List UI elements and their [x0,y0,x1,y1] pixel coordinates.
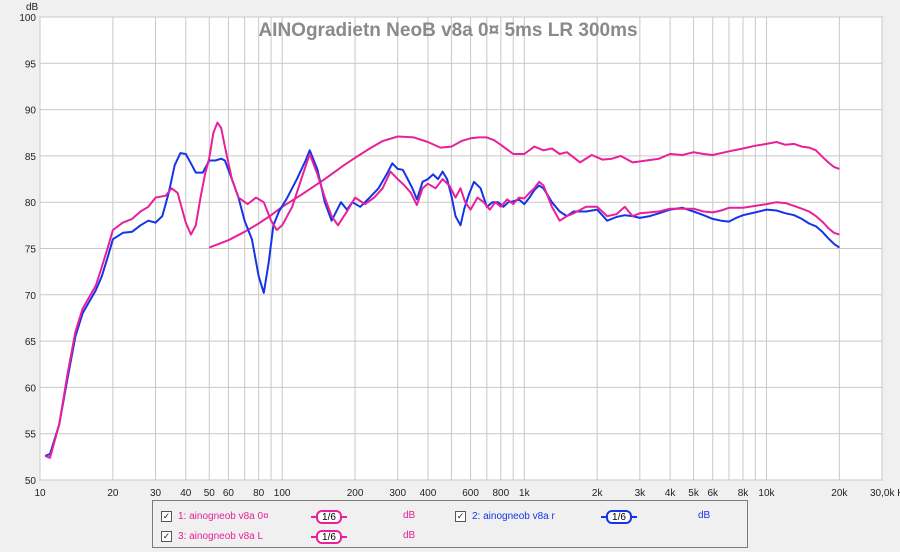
grid-lines [39,16,883,481]
x-tick-label: 5k [688,488,700,499]
x-tick-label: 10k [758,488,775,499]
legend-unit-2: dB [698,510,711,521]
x-tick-label: 20k [831,488,848,499]
y-tick-label: 80 [25,198,37,209]
legend-item-3[interactable]: ✓ 3: ainogneob v8a L [161,527,263,545]
legend-item-2[interactable]: ✓ 2: ainogneob v8a r [455,507,555,525]
series-lines [44,121,840,459]
legend-label-2: 2: ainogneob v8a r [472,510,555,522]
x-tick-label: 600 [462,488,479,499]
series-line-1 [208,135,840,249]
x-tick-label: 40 [180,488,192,499]
x-tick-label: 6k [707,488,719,499]
x-tick-label: 10 [34,488,46,499]
x-tick-label: 20 [107,488,119,499]
x-tick-label: 400 [420,488,437,499]
x-tick-label: 4k [665,488,677,499]
y-tick-label: 50 [25,476,37,487]
legend: ✓ 1: ainogneob v8a 0¤ 1/6 dB ✓ 2: ainogn… [152,500,748,548]
smoothing-button-3[interactable]: 1/6 [316,530,342,544]
legend-unit-3: dB [403,530,416,541]
y-tick-label: 65 [25,337,37,348]
y-axis-label: dB [26,2,39,13]
x-tick-label: 2k [592,488,604,499]
series-line-3 [44,121,840,459]
x-tick-label: 800 [492,488,509,499]
smoothing-button-1[interactable]: 1/6 [316,510,342,524]
frequency-response-chart: 50 55 60 65 70 75 80 85 90 95 100 10 20 30 40 50 60 80 100… [19,2,900,499]
x-tick-label: 30,0k Hz [870,488,900,499]
legend-label-3: 3: ainogneob v8a L [178,530,264,542]
y-tick-label: 85 [25,152,37,163]
y-tick-label: 100 [19,13,36,24]
x-tick-label: 100 [274,488,291,499]
y-tick-label: 70 [25,291,37,302]
x-tick-label: 60 [223,488,235,499]
tick-labels: 50 55 60 65 70 75 80 85 90 95 100 10 20 30 40 50 60 80 100… [19,13,900,499]
y-tick-label: 95 [25,59,37,70]
y-tick-label: 75 [25,245,37,256]
legend-checkbox-3[interactable]: ✓ [161,530,172,542]
y-tick-label: 60 [25,383,37,394]
x-tick-label: 300 [389,488,406,499]
legend-label-1: 1: ainogneob v8a 0¤ [178,510,269,522]
y-tick-label: 90 [25,106,37,117]
x-tick-label: 200 [347,488,364,499]
legend-checkbox-1[interactable]: ✓ [161,510,172,522]
x-tick-label: 30 [150,488,162,499]
chart-title: AINOgradietn NeoB v8a 0¤ 5ms LR 300ms [258,20,637,41]
x-tick-label: 1k [519,488,531,499]
x-tick-label: 80 [253,488,265,499]
legend-unit-1: dB [403,510,416,521]
legend-checkbox-2[interactable]: ✓ [455,510,466,522]
x-tick-label: 50 [204,488,216,499]
x-tick-label: 3k [635,488,647,499]
smoothing-button-2[interactable]: 1/6 [606,510,632,524]
legend-item-1[interactable]: ✓ 1: ainogneob v8a 0¤ [161,507,269,525]
y-tick-label: 55 [25,430,37,441]
x-tick-label: 8k [738,488,750,499]
